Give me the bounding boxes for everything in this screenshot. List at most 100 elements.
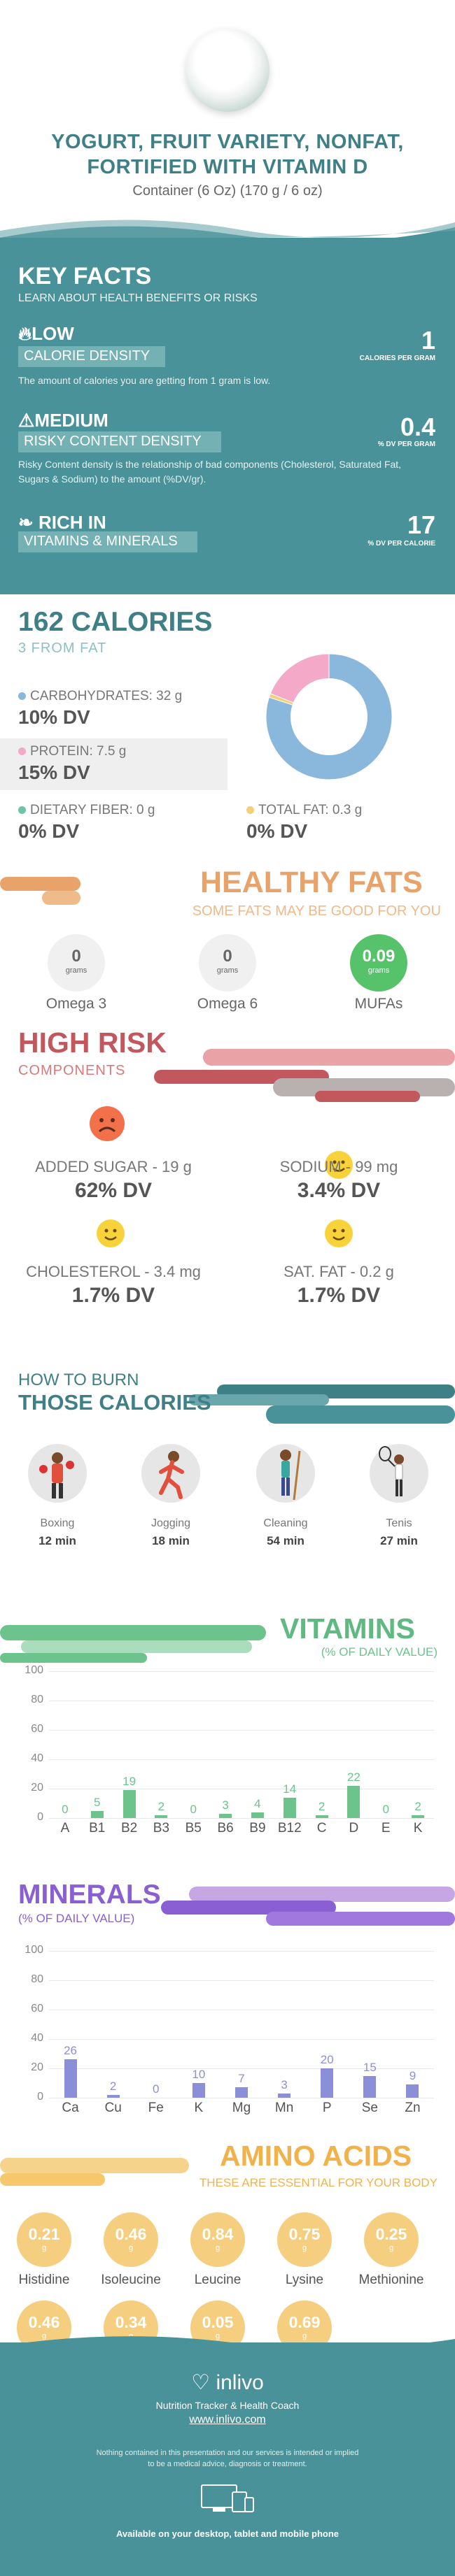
calories-title: 162 CALORIES — [18, 607, 213, 637]
vitamins-y-tick: 100 — [24, 1664, 43, 1676]
amino-value: 0.34 — [115, 2313, 147, 2331]
minerals-subtitle: (% OF DAILY VALUE) — [18, 1912, 135, 1925]
minerals-bar-Ca — [64, 2059, 77, 2098]
protein-stat: PROTEIN: 7.5 g 15% DV — [18, 744, 127, 783]
minerals-value-label: 20 — [320, 2053, 334, 2066]
footer: ♡ inlivo Nutrition Tracker & Health Coac… — [0, 2342, 455, 2576]
minerals-gridline — [49, 2039, 434, 2040]
vitamins-value-label: 0 — [382, 1803, 389, 1816]
minerals-bar-Mn — [278, 2093, 291, 2098]
cleaning-icon — [256, 1444, 315, 1503]
vitamins-bar-B1 — [90, 1810, 104, 1818]
risky-content-value: 0.4 — [400, 413, 435, 441]
brand-tagline: Nutrition Tracker & Health Coach — [155, 2400, 300, 2411]
vitamins-bar-D — [347, 1785, 360, 1818]
key-facts-title: KEY FACTS — [18, 263, 152, 289]
tennis-icon — [370, 1444, 428, 1503]
fat-dot-icon — [246, 806, 254, 815]
vitamins-value-label: 14 — [283, 1782, 297, 1796]
minerals-stripes — [161, 1887, 455, 1926]
amino-circle-isoleucine: 0.46 g — [104, 2212, 158, 2267]
vitamins-category-label: K — [413, 1821, 423, 1836]
burn-title-line-2: THOSE CALORIES — [18, 1390, 211, 1415]
vitamins-value-label: 22 — [346, 1770, 360, 1784]
amino-value: 0.05 — [202, 2313, 234, 2331]
amino-unit: g — [128, 2332, 134, 2340]
jogging-icon — [141, 1444, 200, 1503]
vitamins-category-label: B9 — [249, 1821, 266, 1836]
vitamins-value-label: 19 — [122, 1775, 136, 1789]
vitamins-value-label: 3 — [222, 1798, 229, 1812]
minerals-value-label: 9 — [409, 2069, 416, 2083]
tennis-label: Tenis — [386, 1517, 412, 1529]
healthy-fats-subtitle: SOME FATS MAY BE GOOD FOR YOU — [192, 903, 441, 919]
boxing-minutes: 12 min — [38, 1534, 76, 1547]
fiber-dv: 0% DV — [18, 820, 80, 842]
minerals-gridline — [49, 1951, 434, 1952]
amino-name-histidine: Histidine — [18, 2273, 70, 2287]
minerals-chart: 0 20 40 60 80 100 26 Ca 2 Cu 0 Fe 10 K 7 Mg 3 Mn 20 P 15 Se 9 Z… — [0, 1944, 455, 2119]
minerals-value-label: 10 — [192, 2068, 206, 2081]
vitamins-category-label: B6 — [217, 1821, 234, 1836]
amino-value: 0.46 — [115, 2225, 147, 2243]
vitamins-gridline — [49, 1671, 434, 1672]
minerals-category-label: Se — [361, 2101, 378, 2115]
cleaning-minutes: 54 min — [267, 1534, 304, 1547]
warning-icon: ⚠︎ — [18, 410, 35, 431]
vitamins-bar-B12 — [283, 1797, 296, 1818]
boxing-icon — [28, 1444, 87, 1503]
amino-unit: g — [302, 2332, 307, 2340]
sodium-dv: 3.4% DV — [297, 1179, 381, 1202]
calorie-density-desc: The amount of calories you are getting f… — [18, 375, 271, 386]
calorie-density-label: CALORIE DENSITY — [18, 346, 165, 367]
amino-unit: g — [388, 2244, 394, 2252]
carbs-stat: CARBOHYDRATES: 32 g 10% DV — [18, 689, 183, 728]
minerals-gridline — [49, 2068, 434, 2069]
minerals-category-label: P — [322, 2101, 332, 2115]
vitamins-chart: 0 20 40 60 80 100 0 A 5 B1 19 B2 2 B3 0 B5 3 B6 4 B9 14 B12 2 C… — [0, 1664, 455, 1839]
amino-name-isoleucine: Isoleucine — [101, 2273, 161, 2287]
added-sugar-label: ADDED SUGAR - 19 g — [35, 1158, 192, 1175]
vitamins-gridline — [49, 1818, 434, 1819]
amino-name-leucine: Leucine — [194, 2273, 241, 2287]
availability-text: Available on your desktop, tablet and mo… — [115, 2528, 340, 2539]
rich-in-unit: % DV PER CALORIE — [368, 540, 435, 548]
devices-icon — [201, 2484, 254, 2512]
minerals-bar-K — [192, 2083, 205, 2098]
vitamins-value-label: 2 — [414, 1799, 421, 1813]
amino-circle-histidine: 0.21 g — [17, 2212, 71, 2267]
vitamins-y-tick: 0 — [37, 1811, 43, 1823]
key-facts-bottom-wave — [0, 566, 455, 590]
minerals-value-label: 3 — [281, 2077, 288, 2091]
minerals-gridline — [49, 1980, 434, 1981]
brand-url-link[interactable]: www.inlivo.com — [189, 2414, 266, 2426]
omega3-label: Omega 3 — [46, 996, 107, 1012]
vitamins-category-label: A — [60, 1821, 70, 1836]
amino-name-lysine: Lysine — [285, 2273, 324, 2287]
minerals-value-label: 7 — [238, 2072, 245, 2086]
sodium-label: SODIUM - 99 mg — [279, 1158, 398, 1175]
carbs-dv: 10% DV — [18, 706, 90, 728]
vitamins-bar-C — [315, 1815, 328, 1818]
title-line-2: FORTIFIED WITH VITAMIN D — [87, 156, 368, 178]
high-risk-title: HIGH RISK — [18, 1026, 167, 1059]
cholesterol-label: CHOLESTEROL - 3.4 mg — [26, 1263, 201, 1280]
vitamins-subtitle: (% OF DAILY VALUE) — [321, 1645, 438, 1659]
vitamins-value-label: 2 — [318, 1799, 326, 1813]
minerals-bar-Mg — [235, 2087, 248, 2098]
vitamins-gridline — [49, 1730, 434, 1731]
amino-unit: g — [41, 2244, 47, 2252]
leaf-icon: ❧ — [18, 512, 34, 533]
mufas-label: MUFAs — [354, 996, 403, 1012]
vitamins-value-label: 4 — [254, 1796, 261, 1810]
vitamins-value-label: 2 — [158, 1799, 165, 1813]
minerals-y-tick: 80 — [31, 1973, 43, 1985]
amino-unit: g — [41, 2332, 47, 2340]
vitamins-category-label: B12 — [277, 1821, 302, 1836]
calories-donut-chart — [265, 653, 393, 780]
cholesterol-dv: 1.7% DV — [71, 1284, 155, 1307]
minerals-category-label: Fe — [148, 2101, 164, 2115]
amino-stripes — [0, 2158, 189, 2186]
amino-value: 0.84 — [202, 2225, 234, 2243]
boxing-label: Boxing — [40, 1517, 75, 1529]
